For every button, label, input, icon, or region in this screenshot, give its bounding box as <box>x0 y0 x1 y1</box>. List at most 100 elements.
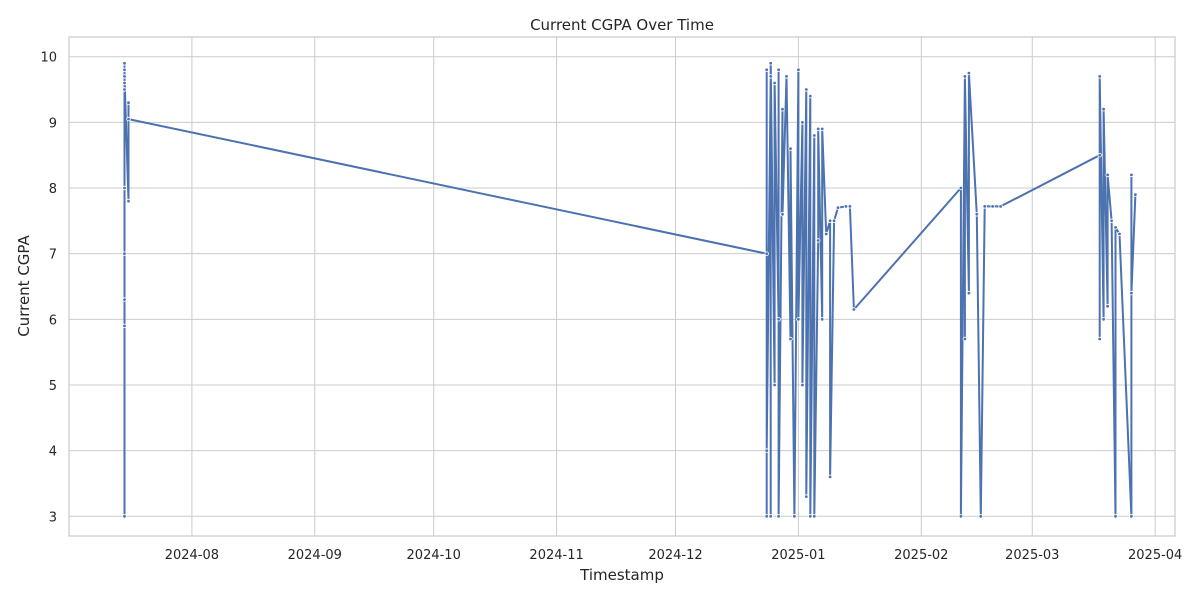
data-point <box>978 514 983 519</box>
data-point <box>958 514 964 519</box>
data-point <box>962 336 968 342</box>
data-point <box>764 67 769 72</box>
data-point <box>966 290 972 296</box>
data-point <box>780 212 785 217</box>
data-point <box>990 204 995 209</box>
data-point <box>776 67 781 72</box>
data-point <box>851 307 857 312</box>
data-point <box>768 74 773 79</box>
data-point <box>1105 172 1110 178</box>
chart-title: Current CGPA Over Time <box>530 16 714 34</box>
data-point <box>812 133 817 138</box>
data-point <box>1129 290 1134 296</box>
data-point <box>827 218 833 223</box>
data-point <box>768 61 773 66</box>
y-tick-label: 8 <box>49 182 57 197</box>
data-point <box>800 382 805 388</box>
data-point <box>122 251 127 256</box>
data-point <box>1097 152 1102 158</box>
data-point <box>1097 336 1102 342</box>
data-point <box>974 212 979 217</box>
data-point <box>820 317 825 322</box>
data-point <box>122 87 127 92</box>
data-point <box>772 80 777 86</box>
x-tick-label: 2024-09 <box>288 548 342 563</box>
data-point <box>1129 172 1134 178</box>
data-point <box>126 198 131 204</box>
data-point <box>816 238 821 243</box>
x-axis-title: Timestamp <box>579 566 664 584</box>
data-point <box>796 67 801 72</box>
y-tick-label: 7 <box>49 248 57 263</box>
data-point <box>122 185 127 191</box>
data-point <box>808 514 813 519</box>
data-point <box>768 514 773 519</box>
data-point <box>792 514 797 519</box>
data-point <box>772 382 777 388</box>
data-point <box>804 87 809 92</box>
data-point <box>784 74 789 79</box>
data-point <box>780 106 785 112</box>
data-point <box>122 67 127 72</box>
data-point <box>824 231 829 237</box>
y-tick-label: 3 <box>49 510 57 525</box>
data-point <box>1101 106 1106 112</box>
data-point <box>1117 231 1122 237</box>
data-point <box>788 336 793 342</box>
data-point <box>843 204 849 209</box>
data-series <box>122 61 1138 519</box>
data-point <box>812 514 817 519</box>
data-point <box>1129 514 1134 519</box>
data-point <box>764 448 769 453</box>
data-point <box>1105 304 1110 309</box>
data-point <box>831 218 837 223</box>
data-point <box>122 297 127 302</box>
y-tick-label: 5 <box>49 379 57 394</box>
data-point <box>958 185 964 191</box>
x-tick-label: 2024-08 <box>165 548 219 563</box>
grid-lines <box>69 37 1175 536</box>
data-point <box>962 74 968 79</box>
x-tick-label: 2025-01 <box>771 548 825 563</box>
data-point <box>800 120 805 125</box>
data-point <box>126 100 131 105</box>
data-point <box>788 146 793 151</box>
data-point <box>982 204 987 209</box>
data-point <box>998 204 1003 209</box>
y-tick-label: 10 <box>40 51 57 66</box>
data-point <box>122 514 127 519</box>
x-tick-label: 2025-02 <box>894 548 948 563</box>
data-point <box>1113 225 1118 230</box>
data-point <box>1113 514 1118 519</box>
x-tick-label: 2025-04 <box>1128 548 1182 563</box>
data-point <box>764 251 769 256</box>
data-point <box>122 323 127 329</box>
data-point <box>776 514 781 519</box>
data-point <box>1097 74 1102 79</box>
x-tick-label: 2024-12 <box>648 548 702 563</box>
data-point <box>796 317 801 322</box>
data-point <box>764 514 769 519</box>
x-tick-label: 2024-10 <box>407 548 461 563</box>
data-point <box>122 61 127 66</box>
y-tick-label: 6 <box>49 313 57 328</box>
data-point <box>1133 192 1138 197</box>
data-point <box>835 205 841 210</box>
y-axis-ticks: 3 4 5 6 7 8 9 10 <box>40 51 57 526</box>
data-point <box>776 317 781 322</box>
data-point <box>804 494 809 499</box>
data-point <box>816 126 821 132</box>
x-tick-label: 2024-11 <box>529 548 583 563</box>
data-point <box>1101 317 1106 322</box>
data-point <box>808 93 813 99</box>
data-point <box>1109 218 1114 223</box>
series-line <box>123 62 1137 518</box>
x-axis-ticks: 2024-08 2024-09 2024-10 2024-11 2024-12 2025-… <box>165 548 1183 563</box>
data-point <box>820 126 825 132</box>
y-tick-label: 9 <box>49 116 57 131</box>
data-point <box>122 80 127 86</box>
y-axis-title: Current CGPA <box>15 234 33 336</box>
data-point <box>847 204 853 209</box>
x-tick-label: 2025-03 <box>1005 548 1059 563</box>
